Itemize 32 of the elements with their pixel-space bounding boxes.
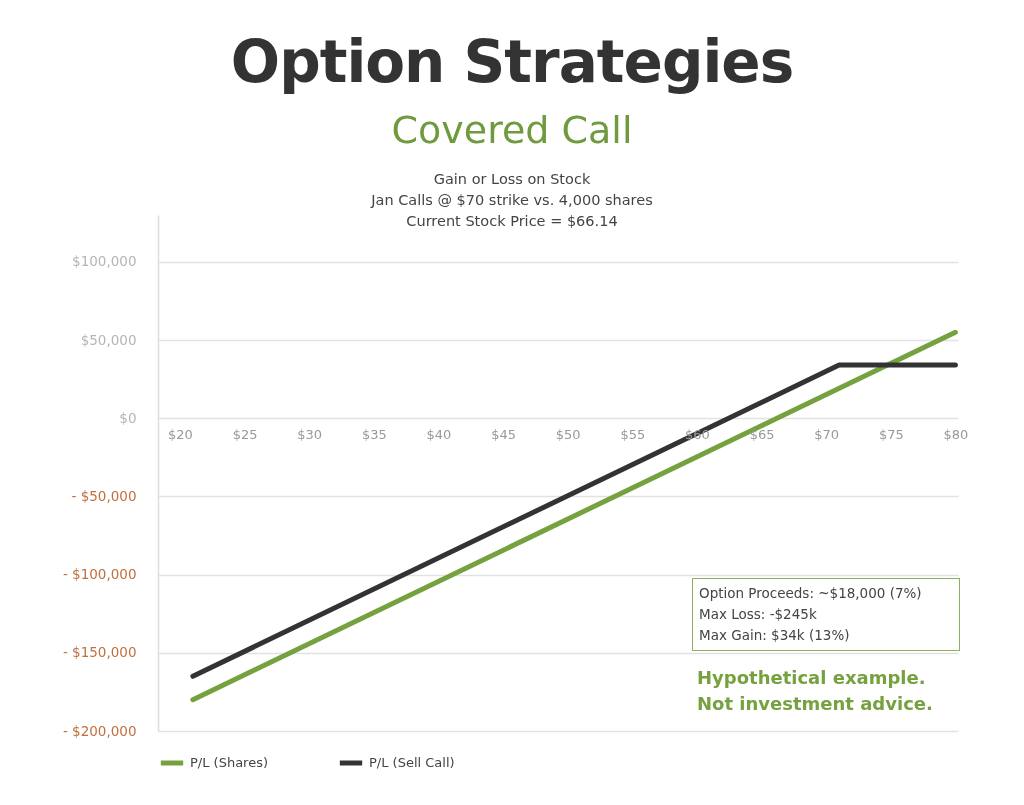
- x-tick-label: $25: [232, 426, 258, 442]
- y-tick-label: - $150,000: [62, 644, 137, 661]
- y-tick-label: - $100,000: [62, 566, 137, 583]
- annotation: Hypothetical example.: [697, 667, 926, 688]
- x-tick-label: $75: [878, 426, 904, 442]
- annotation: Option Proceeds: ~$18,000 (7%): [699, 584, 923, 603]
- x-tick-label: $65: [749, 426, 775, 442]
- x-tick-label: $70: [814, 426, 840, 442]
- chart-subtitle: Covered Call: [390, 108, 634, 152]
- x-tick-label: $40: [426, 426, 452, 442]
- x-tick-label: $35: [361, 426, 387, 442]
- y-tick-label: $100,000: [72, 253, 137, 270]
- legend-label: P/L (Sell Call): [369, 755, 455, 770]
- annotation: Not investment advice.: [697, 693, 933, 714]
- legend-label: P/L (Shares): [190, 755, 269, 770]
- note-box: Option Proceeds: ~$18,000 (7%) Max Loss: -$245k Max Gain: $34k (13%): [692, 578, 960, 651]
- x-tick-label: $55: [620, 426, 646, 442]
- x-tick-label: $50: [555, 426, 581, 442]
- y-tick-label: - $200,000: [62, 722, 137, 739]
- y-tick-label: $0: [119, 409, 137, 426]
- x-tick-label: $20: [168, 426, 193, 442]
- x-tick-label: $45: [491, 426, 516, 442]
- x-tick-label: $80: [943, 426, 969, 442]
- x-tick-label: $30: [297, 426, 323, 442]
- annotation: Current Stock Price = $66.14: [405, 213, 619, 229]
- text: Jan Calls @ $70 strike vs. 4,000 shares: [369, 192, 654, 208]
- y-tick-label: - $50,000: [71, 487, 137, 504]
- text: Gain or Loss on Stock: [432, 171, 592, 187]
- annotation: Max Gain: $34k (13%): [699, 626, 851, 645]
- annotation: Max Loss: -$245k: [699, 605, 818, 624]
- chart-title: Option Strategies: [229, 28, 795, 96]
- y-tick-label: $50,000: [80, 331, 137, 348]
